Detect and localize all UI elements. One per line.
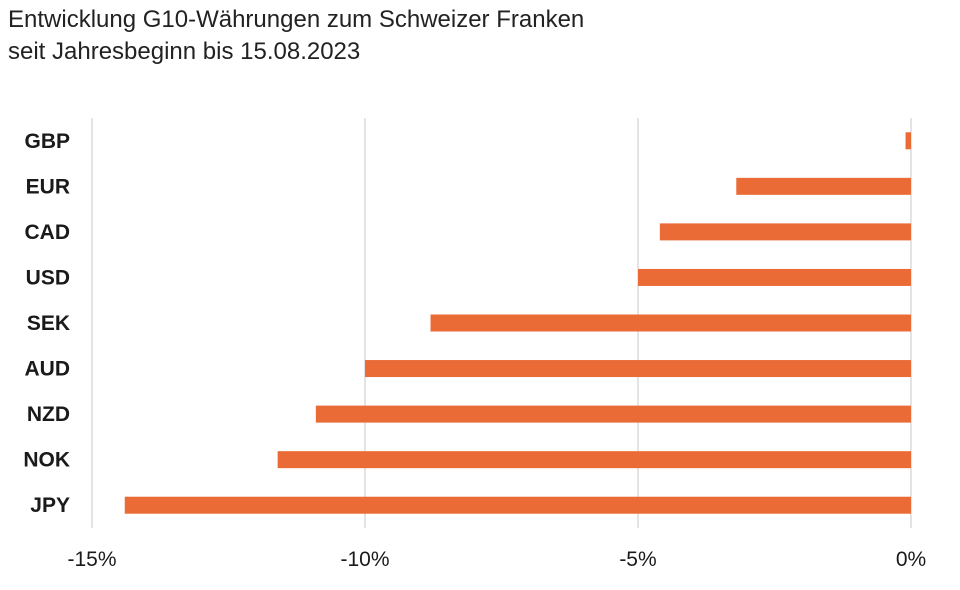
category-label-cad: CAD xyxy=(25,221,71,244)
bar-eur xyxy=(736,177,911,195)
bar-jpy xyxy=(124,496,911,514)
bar-cad xyxy=(659,223,911,241)
category-label-jpy: JPY xyxy=(30,494,70,517)
bar-sek xyxy=(430,314,911,332)
bar-usd xyxy=(638,268,911,286)
chart-subtitle: seit Jahresbeginn bis 15.08.2023 xyxy=(8,38,361,65)
x-tick-label: -10% xyxy=(340,548,389,571)
bar-aud xyxy=(365,360,911,378)
x-tick-label: -5% xyxy=(619,548,656,571)
chart-title: Entwicklung G10-Währungen zum Schweizer … xyxy=(8,6,585,33)
bar-gbp xyxy=(905,132,911,150)
category-label-aud: AUD xyxy=(25,358,71,381)
x-tick-label: -15% xyxy=(67,548,116,571)
chart-title-block: Entwicklung G10-Währungen zum Schweizer … xyxy=(8,4,584,68)
bar-nok xyxy=(277,451,911,469)
category-label-sek: SEK xyxy=(27,312,70,335)
x-tick-label: 0% xyxy=(896,548,926,571)
bar-nzd xyxy=(315,405,911,423)
x-axis-tick-labels: -15% -10% -5% 0% xyxy=(67,548,926,571)
category-labels: GBP EUR CAD USD SEK AUD NZD NOK JPY xyxy=(23,130,70,517)
category-label-gbp: GBP xyxy=(24,130,70,153)
category-label-nok: NOK xyxy=(23,449,70,472)
category-label-nzd: NZD xyxy=(27,403,70,426)
category-label-eur: EUR xyxy=(26,175,70,198)
category-label-usd: USD xyxy=(26,266,70,289)
bars xyxy=(124,132,911,514)
